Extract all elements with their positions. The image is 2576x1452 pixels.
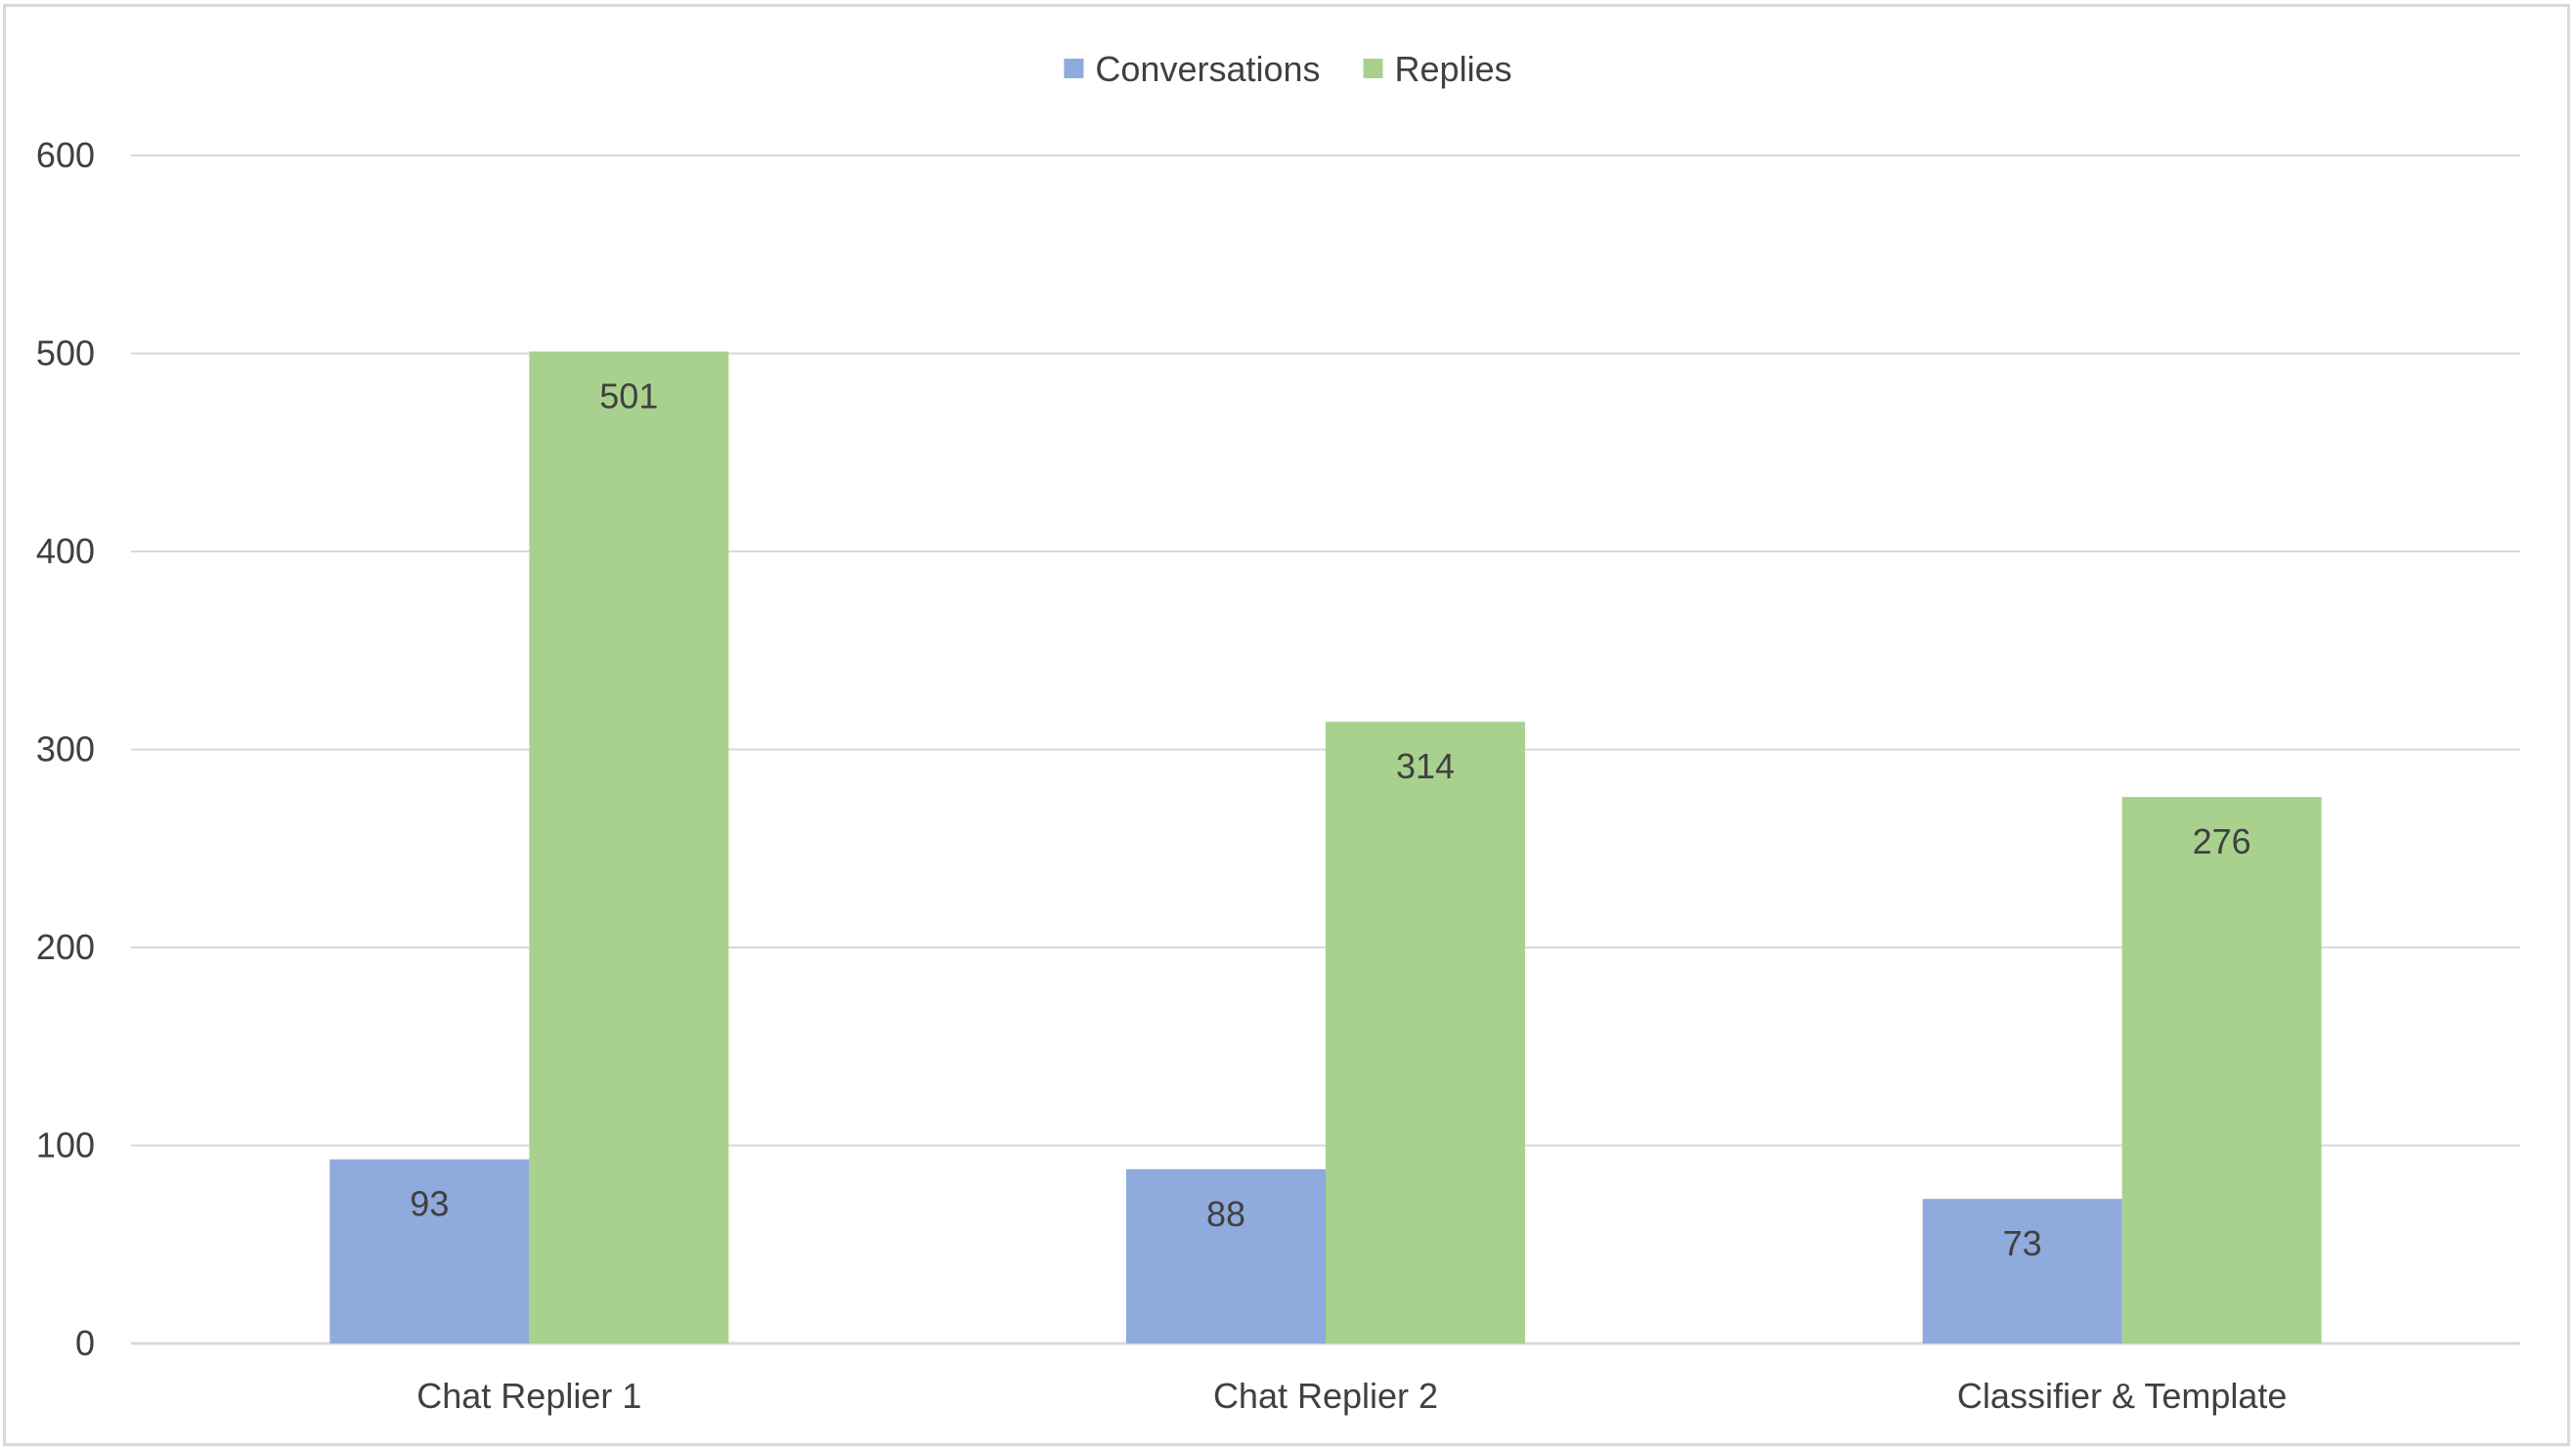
legend-label: Replies: [1395, 49, 1512, 89]
y-tick-label: 0: [75, 1323, 95, 1363]
bar-conversations: [1922, 1199, 2122, 1343]
bar-conversations: [1126, 1168, 1326, 1343]
legend-label: Conversations: [1095, 49, 1320, 89]
data-label: 276: [2193, 821, 2251, 861]
bar-replies: [2121, 797, 2322, 1343]
x-tick-label: Chat Replier 1: [416, 1376, 641, 1416]
legend-swatch-replies: [1363, 59, 1383, 78]
data-label: 501: [599, 375, 658, 416]
y-tick-label: 600: [36, 135, 95, 175]
data-label: 93: [410, 1184, 449, 1224]
bar-replies: [1326, 722, 1525, 1343]
x-tick-label: Classifier & Template: [1957, 1376, 2287, 1416]
y-tick-label: 300: [36, 729, 95, 770]
y-tick-label: 200: [36, 927, 95, 967]
data-label: 73: [2003, 1223, 2042, 1263]
legend-swatch-conversations: [1064, 59, 1084, 78]
bar-conversations: [329, 1159, 530, 1343]
data-label: 314: [1396, 746, 1455, 786]
data-label: 88: [1206, 1194, 1245, 1234]
y-tick-label: 500: [36, 333, 95, 374]
y-tick-label: 400: [36, 531, 95, 571]
x-tick-label: Chat Replier 2: [1213, 1376, 1438, 1416]
y-tick-label: 100: [36, 1125, 95, 1166]
bar-replies: [529, 351, 729, 1344]
